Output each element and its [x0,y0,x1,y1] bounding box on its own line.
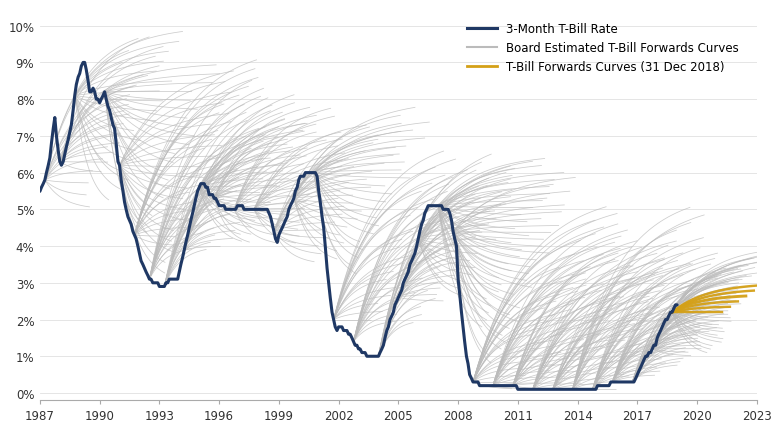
Legend: 3-Month T-Bill Rate, Board Estimated T-Bill Forwards Curves, T-Bill Forwards Cur: 3-Month T-Bill Rate, Board Estimated T-B… [463,18,743,78]
